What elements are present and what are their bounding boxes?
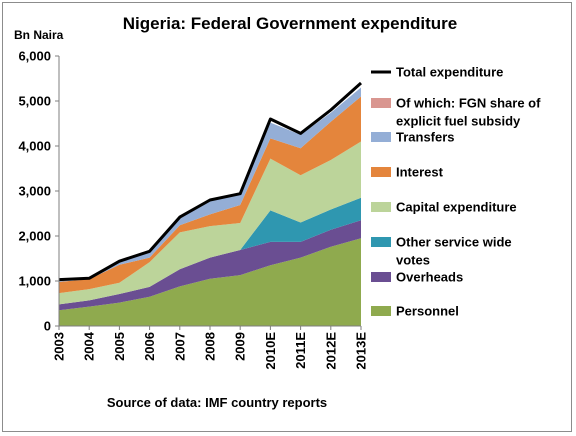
y-tick-label: 5,000 (18, 94, 51, 109)
x-tick-label: 2004 (82, 331, 97, 361)
x-tick-label: 2008 (203, 332, 218, 361)
legend-label: Transfers (396, 130, 455, 145)
area-series-4 (59, 96, 361, 294)
legend-label: votes (396, 253, 430, 268)
legend-label: Of which: FGN share of (396, 96, 541, 111)
area-series-1 (59, 220, 361, 311)
legend-label: Capital expenditure (396, 200, 517, 215)
y-axis-unit: Bn Naira (14, 28, 64, 42)
y-tick-label: 1,000 (18, 274, 51, 289)
x-tick-label: 2003 (52, 332, 67, 361)
x-tick-label: 2009 (233, 332, 248, 361)
y-tick-label: 6,000 (18, 49, 51, 64)
y-tick-label: 2,000 (18, 229, 51, 244)
total-expenditure-line (58, 81, 362, 282)
axes (55, 55, 362, 330)
legend-swatch (371, 237, 391, 247)
x-tick-label: 2013E (354, 332, 369, 370)
legend-label: Interest (396, 165, 444, 180)
area-series-2 (59, 197, 361, 305)
legend-label: Personnel (396, 304, 459, 319)
legend-swatch (371, 167, 391, 177)
y-tick-label: 3,000 (18, 184, 51, 199)
legend-label: Other service wide (396, 235, 512, 250)
legend-swatch (371, 272, 391, 282)
x-tick-label: 2010E (263, 332, 278, 370)
x-tick-label: 2005 (112, 332, 127, 361)
area-series-3 (59, 141, 361, 305)
x-tick-label: 2007 (172, 332, 187, 361)
legend-label: Overheads (396, 270, 463, 285)
area-series-0 (59, 238, 361, 326)
stacked-areas (58, 81, 362, 326)
source-note: Source of data: IMF country reports (107, 395, 327, 410)
legend-swatch (371, 306, 391, 316)
legend-label: Total expenditure (396, 65, 503, 80)
legend: Total expenditure Of which: FGN share of e… (371, 65, 541, 319)
area-series-5 (59, 87, 361, 282)
chart-title: Nigeria: Federal Government expenditure (123, 14, 457, 33)
legend-swatch (371, 98, 391, 108)
x-tick-label: 2006 (142, 332, 157, 361)
legend-swatch (371, 132, 391, 142)
x-tick-label: 2012E (323, 332, 338, 370)
x-tick-label: 2011E (293, 332, 308, 369)
legend-swatch (371, 202, 391, 212)
y-tick-label: 4,000 (18, 139, 51, 154)
tick-labels: 0 1,000 2,000 3,000 4,000 5,000 6,000 2003 2004 2… (18, 49, 368, 370)
y-tick-label: 0 (44, 319, 51, 334)
legend-label: explicit fuel subsidy (396, 114, 521, 129)
